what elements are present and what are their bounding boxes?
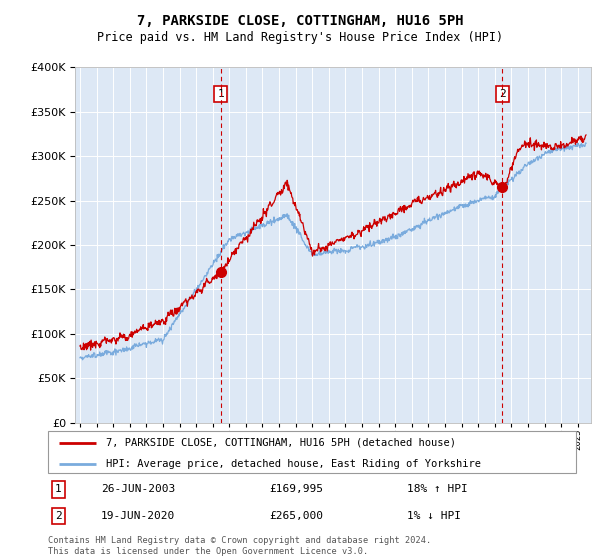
Text: Contains HM Land Registry data © Crown copyright and database right 2024.
This d: Contains HM Land Registry data © Crown c… — [48, 536, 431, 556]
Text: 1% ↓ HPI: 1% ↓ HPI — [407, 511, 461, 521]
Text: 1: 1 — [55, 484, 62, 494]
Text: 18% ↑ HPI: 18% ↑ HPI — [407, 484, 468, 494]
Text: £169,995: £169,995 — [270, 484, 324, 494]
Text: 26-JUN-2003: 26-JUN-2003 — [101, 484, 175, 494]
Text: 1: 1 — [217, 89, 224, 99]
Text: HPI: Average price, detached house, East Riding of Yorkshire: HPI: Average price, detached house, East… — [106, 459, 481, 469]
Text: 2: 2 — [499, 89, 506, 99]
Text: £265,000: £265,000 — [270, 511, 324, 521]
Text: 7, PARKSIDE CLOSE, COTTINGHAM, HU16 5PH: 7, PARKSIDE CLOSE, COTTINGHAM, HU16 5PH — [137, 14, 463, 28]
Text: 2: 2 — [55, 511, 62, 521]
Text: 19-JUN-2020: 19-JUN-2020 — [101, 511, 175, 521]
FancyBboxPatch shape — [48, 431, 576, 473]
Text: 7, PARKSIDE CLOSE, COTTINGHAM, HU16 5PH (detached house): 7, PARKSIDE CLOSE, COTTINGHAM, HU16 5PH … — [106, 438, 456, 448]
Text: Price paid vs. HM Land Registry's House Price Index (HPI): Price paid vs. HM Land Registry's House … — [97, 31, 503, 44]
